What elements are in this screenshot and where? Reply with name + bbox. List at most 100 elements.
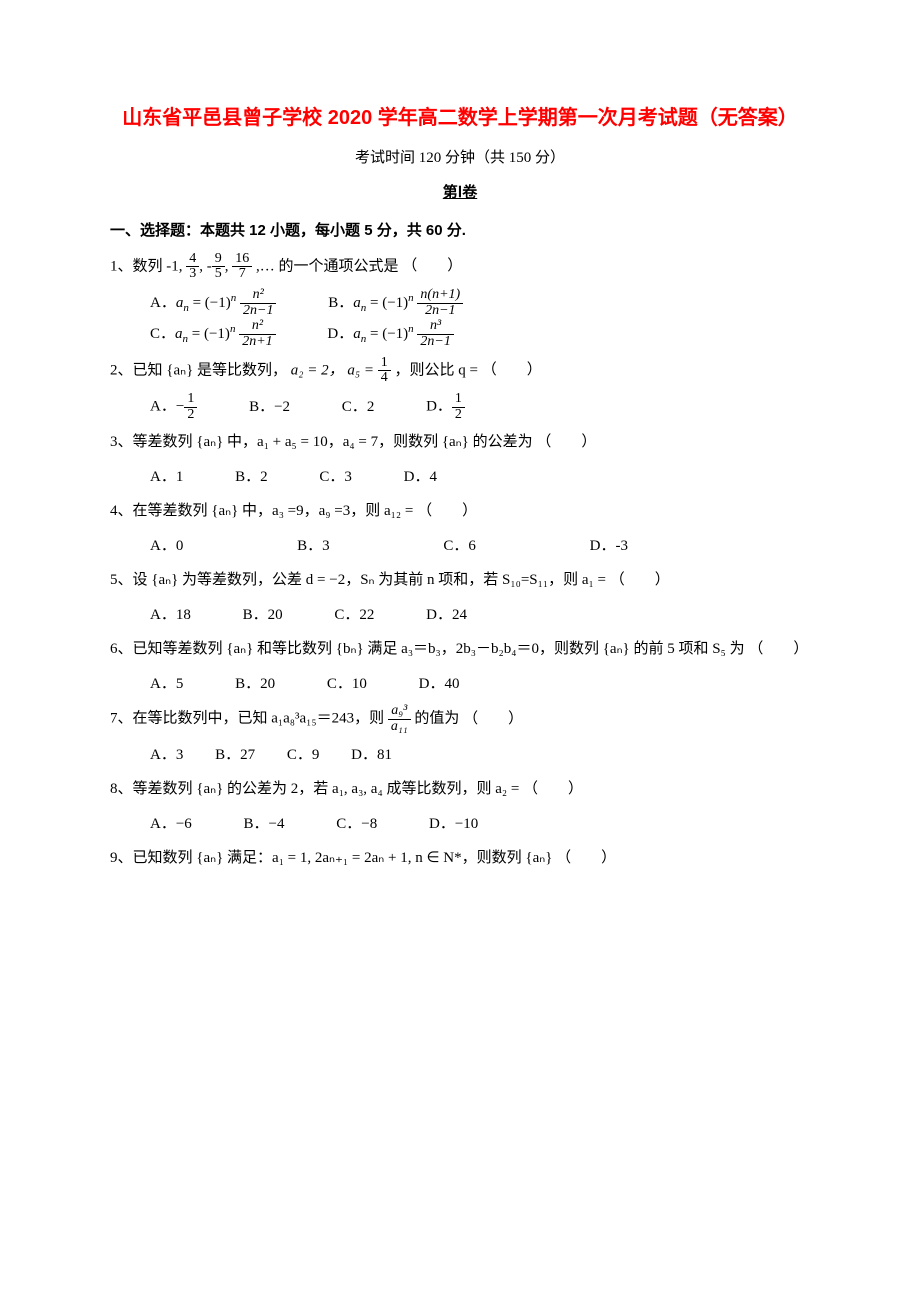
q7-den: a₁₁ [388,720,411,735]
q1-blank: （ ） [402,252,462,281]
q2-c-val: 2 [367,399,375,415]
q1-options-row1: A．an = (−1)n n²2n−1 B．an = (−1)n n(n+1)2… [150,288,810,319]
question-3: 3、等差数列 {aₙ} 中，a₁ + a₅ = 10，a₄ = 7，则数列 {a… [110,428,810,457]
question-6: 6、已知等差数列 {aₙ} 和等比数列 {bₙ} 满足 a₃＝b₃，2b₃－b₂… [110,635,810,664]
q7-options: A．3 B．27 C．9 D．81 [150,741,810,770]
q7-opt-a: A．3 [150,741,183,770]
q2-b-val: −2 [274,399,290,415]
question-1: 1、数列 -1, 43, -95, 167 ,… 的一个通项公式是 （ ） [110,252,810,282]
q2-stem-post: ，则公比 q = [394,362,477,378]
q1-a-den: 2n−1 [240,304,276,319]
q5-opt-a: A．18 [150,601,191,630]
question-7: 7、在等比数列中，已知 a₁a₈³a₁₅＝243，则 a₉³a₁₁ 的值为 （ … [110,704,810,734]
q6-blank: （ ） [748,635,808,664]
q8-blank: （ ） [523,775,583,804]
q7-frac: a₉³a₁₁ [388,704,411,734]
q6-opt-b: B．20 [235,670,275,699]
q3-opt-d: D．4 [404,463,437,492]
q1-opt-b: B．an = (−1)n n(n+1)2n−1 [328,288,463,319]
q7-opt-c: C．9 [287,741,320,770]
q1-t1-num: 4 [186,252,199,268]
q7-opt-d: D．81 [351,741,392,770]
q2-a2: a₂ = 2， [291,362,344,378]
q4-opt-a: A．0 [150,532,183,561]
q2-d-label: D． [426,399,452,415]
q1-c-den: 2n+1 [239,335,275,350]
q5-options: A．18 B．20 C．22 D．24 [150,601,810,630]
q2-opt-b: B．−2 [249,393,290,422]
q3-opt-c: C．3 [319,463,352,492]
q1-opt-d: D．an = (−1)n n³2n−1 [327,319,453,350]
q2-a-num: 1 [184,392,197,408]
q2-opt-a: A．−12 [150,392,197,422]
q1-a-label: A． [150,295,176,311]
q8-opt-c: C．−8 [336,810,377,839]
q5-blank: （ ） [610,566,670,595]
q5-opt-d: D．24 [426,601,467,630]
q6-options: A．5 B．20 C．10 D．40 [150,670,810,699]
q3-opt-a: A．1 [150,463,183,492]
q1-term-3: 167 [232,258,252,274]
q3-stem: 3、等差数列 {aₙ} 中，a₁ + a₅ = 10，a₄ = 7，则数列 {a… [110,434,533,450]
q3-options: A．1 B．2 C．3 D．4 [150,463,810,492]
q1-term-1: 43 [186,258,199,274]
q2-a5-frac: 14 [378,356,391,386]
q3-opt-b: B．2 [235,463,268,492]
q1-t3-num: 16 [232,252,252,268]
q8-opt-a: A．−6 [150,810,192,839]
q2-stem-pre: 2、已知 {aₙ} 是等比数列， [110,362,287,378]
q2-a5-pre: a₅ = [347,362,377,378]
q9-blank: （ ） [556,844,616,873]
q1-opt-a: A．an = (−1)n n²2n−1 [150,288,276,319]
q2-d-num: 1 [452,392,465,408]
q2-opt-d: D．12 [426,392,465,422]
q6-opt-d: D．40 [419,670,460,699]
q3-blank: （ ） [536,428,596,457]
q1-d-num: n³ [417,319,453,335]
juan-label: 第Ⅰ卷 [110,179,810,208]
q6-stem: 6、已知等差数列 {aₙ} 和等比数列 {bₙ} 满足 a₃＝b₃，2b₃－b₂… [110,641,745,657]
q1-t2-den: 5 [212,267,225,282]
q7-stem-post: 的值为 [414,711,459,727]
q2-blank: （ ） [482,356,542,385]
q4-blank: （ ） [417,497,477,526]
doc-title: 山东省平邑县曾子学校 2020 学年高二数学上学期第一次月考试题（无答案） [110,100,810,136]
q1-t1-den: 3 [186,267,199,282]
q1-d-den: 2n−1 [417,335,453,350]
q2-a5-den: 4 [378,371,391,386]
q5-stem: 5、设 {aₙ} 为等差数列，公差 d = −2，Sₙ 为其前 n 项和，若 S… [110,572,606,588]
q7-opt-b: B．27 [215,741,255,770]
q4-stem: 4、在等差数列 {aₙ} 中，a₃ =9，a₉ =3，则 a₁₂ = [110,503,413,519]
q8-opt-d: D．−10 [429,810,478,839]
q9-stem: 9、已知数列 {aₙ} 满足：a₁ = 1, 2aₙ₊₁ = 2aₙ + 1, … [110,850,552,866]
q1-b-den: 2n−1 [417,304,463,319]
q2-a-label: A． [150,399,176,415]
q1-options-row2: C．an = (−1)n n²2n+1 D．an = (−1)n n³2n−1 [150,319,810,350]
q2-a-sign: − [176,399,184,415]
q4-opt-b: B．3 [297,532,330,561]
q4-opt-c: C．6 [443,532,476,561]
q2-c-label: C． [342,399,367,415]
q2-a5-num: 1 [378,356,391,372]
q1-stem-pre: 1、数列 -1, [110,258,186,274]
q2-opt-c: C．2 [342,393,375,422]
q8-stem: 8、等差数列 {aₙ} 的公差为 2，若 a₁, a₃, a₄ 成等比数列，则 … [110,781,519,797]
q2-a-den: 2 [184,408,197,423]
q6-opt-a: A．5 [150,670,183,699]
q8-options: A．−6 B．−4 C．−8 D．−10 [150,810,810,839]
q1-t3-den: 7 [232,267,252,282]
q6-opt-c: C．10 [327,670,367,699]
q7-stem-pre: 7、在等比数列中，已知 a₁a₈³a₁₅＝243，则 [110,711,388,727]
q1-a-num: n² [240,288,276,304]
q7-blank: （ ） [463,705,523,734]
q5-opt-c: C．22 [334,601,374,630]
q1-c-num: n² [239,319,275,335]
section-1-header: 一、选择题：本题共 12 小题，每小题 5 分，共 60 分. [110,217,810,246]
q1-b-num: n(n+1) [417,288,463,304]
q1-b-label: B． [328,295,353,311]
question-5: 5、设 {aₙ} 为等差数列，公差 d = −2，Sₙ 为其前 n 项和，若 S… [110,566,810,595]
q4-options: A．0 B．3 C．6 D．-3 [150,532,810,561]
q1-c-label: C． [150,326,175,342]
q8-opt-b: B．−4 [244,810,285,839]
q1-t2-num: 9 [212,252,225,268]
